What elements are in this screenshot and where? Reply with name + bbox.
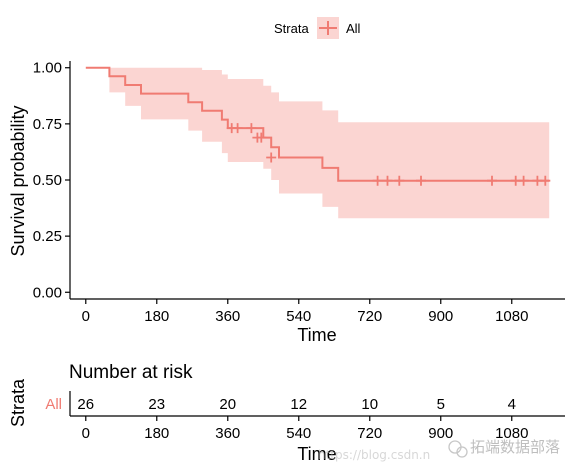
confidence-band <box>85 67 550 219</box>
legend: Strata All <box>274 17 361 39</box>
risk-x-tick-label: 540 <box>286 425 311 442</box>
y-tick-label: 1.00 <box>33 60 62 77</box>
survival-step-line <box>85 66 550 182</box>
y-tick-label: 0.75 <box>33 116 62 133</box>
censor-mark <box>372 175 383 186</box>
risk-count: 5 <box>437 396 445 413</box>
censor-mark <box>232 123 243 134</box>
risk-table: Number at risk Strata All 26 23 20 12 10 5 4 0… <box>8 362 565 464</box>
legend-key-icon <box>317 17 339 39</box>
legend-title: Strata <box>274 21 309 36</box>
y-tick-label: 0.25 <box>33 228 62 245</box>
survival-plot: 0.00 0.25 0.50 0.75 1.00 0 180 360 540 720 900 108… <box>8 60 565 345</box>
legend-entry-all: All <box>346 21 361 36</box>
censor-mark <box>416 175 426 186</box>
risk-x-axis-ticks: 0 180 360 540 720 900 1080 <box>82 416 528 442</box>
watermark-brand: 拓端数据部落 <box>470 438 560 456</box>
risk-count: 20 <box>219 396 236 413</box>
risk-x-tick-label: 1080 <box>495 425 528 442</box>
y-axis-ticks: 0.00 0.25 0.50 0.75 1.00 <box>33 60 70 301</box>
risk-table-title: Number at risk <box>69 362 193 383</box>
y-axis-label: Survival probability <box>8 105 28 256</box>
x-tick-label: 0 <box>82 308 90 325</box>
risk-count: 4 <box>508 396 516 413</box>
risk-count: 10 <box>361 396 378 413</box>
risk-stratum-label: All <box>45 396 62 413</box>
risk-x-tick-label: 360 <box>215 425 240 442</box>
censor-mark <box>246 123 257 134</box>
censor-mark <box>394 175 405 186</box>
confidence-band-area <box>85 67 550 219</box>
x-tick-label: 540 <box>286 308 311 325</box>
x-tick-label: 1080 <box>495 308 528 325</box>
x-tick-label: 360 <box>215 308 240 325</box>
wechat-icon <box>448 440 468 458</box>
censor-mark <box>256 132 267 143</box>
risk-count: 23 <box>148 396 165 413</box>
risk-count: 12 <box>290 396 307 413</box>
censor-mark <box>382 175 393 186</box>
risk-x-tick-label: 720 <box>357 425 382 442</box>
risk-x-tick-label: 0 <box>82 425 90 442</box>
censor-mark <box>518 175 529 186</box>
censor-mark <box>487 175 497 186</box>
x-tick-label: 720 <box>357 308 382 325</box>
censor-mark <box>266 152 277 163</box>
watermark-url: https://blog.csdn.n <box>318 448 430 462</box>
x-tick-label: 900 <box>428 308 453 325</box>
watermark: https://blog.csdn.n 拓端数据部落 <box>318 438 560 462</box>
risk-x-tick-label: 180 <box>144 425 169 442</box>
censor-marks <box>226 123 551 186</box>
risk-x-tick-label: 900 <box>428 425 453 442</box>
risk-count: 26 <box>77 396 94 413</box>
y-tick-label: 0.50 <box>33 172 62 189</box>
censor-mark <box>540 175 551 186</box>
survival-curve <box>85 66 550 182</box>
risk-x-axis-label: Time <box>297 444 336 464</box>
risk-table-ylabel: Strata <box>8 378 28 427</box>
risk-counts: 26 23 20 12 10 5 4 <box>77 396 515 413</box>
x-tick-label: 180 <box>144 308 169 325</box>
x-axis-ticks: 0 180 360 540 720 900 1080 <box>82 299 528 325</box>
x-axis-label: Time <box>297 325 336 345</box>
y-tick-label: 0.00 <box>33 284 62 301</box>
